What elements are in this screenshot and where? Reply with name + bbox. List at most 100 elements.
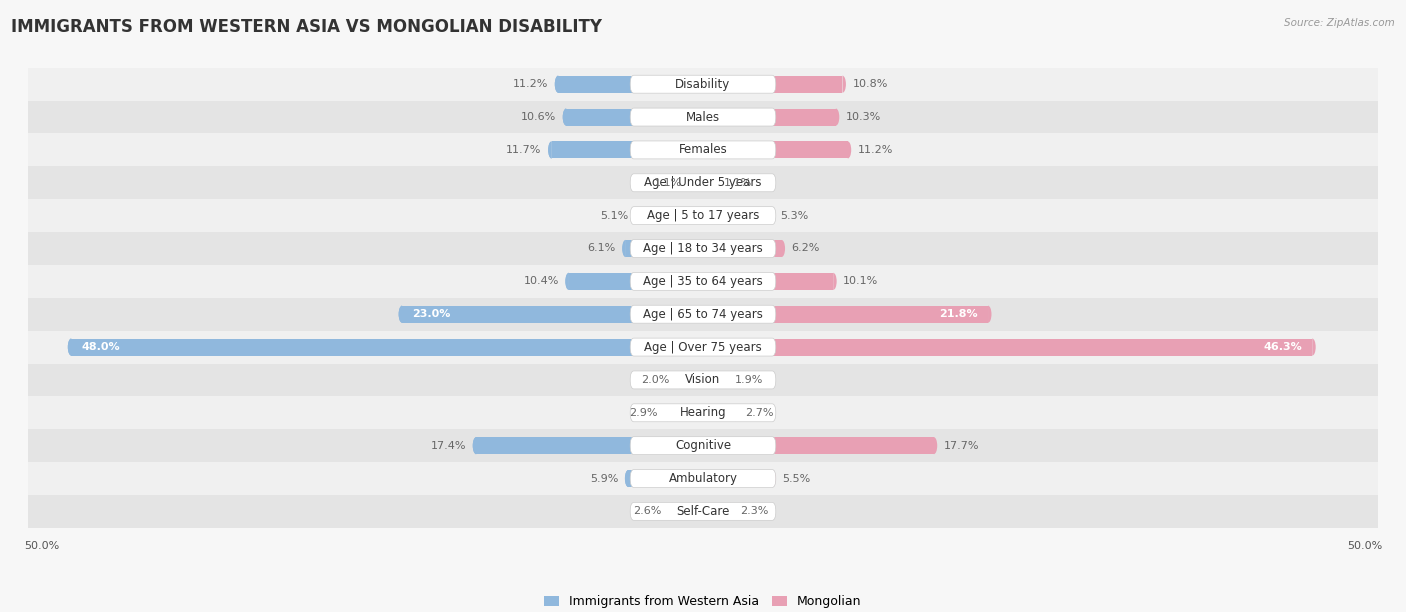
Text: 10.8%: 10.8% — [852, 79, 889, 89]
Wedge shape — [565, 273, 569, 290]
Bar — [628, 470, 703, 487]
Text: Age | 65 to 74 years: Age | 65 to 74 years — [643, 308, 763, 321]
Bar — [703, 338, 1312, 356]
Wedge shape — [988, 305, 991, 323]
Text: 23.0%: 23.0% — [412, 309, 450, 319]
Text: 11.2%: 11.2% — [858, 145, 893, 155]
Bar — [477, 437, 703, 454]
Wedge shape — [730, 503, 734, 520]
Bar — [15, 397, 1391, 429]
Wedge shape — [565, 273, 569, 290]
Text: Self-Care: Self-Care — [676, 505, 730, 518]
Wedge shape — [623, 240, 626, 257]
Bar — [569, 273, 703, 290]
FancyBboxPatch shape — [630, 404, 776, 422]
Bar — [15, 429, 1391, 462]
Text: 11.2%: 11.2% — [513, 79, 548, 89]
Wedge shape — [555, 76, 558, 93]
FancyBboxPatch shape — [630, 437, 776, 455]
Text: Source: ZipAtlas.com: Source: ZipAtlas.com — [1284, 18, 1395, 28]
Text: 2.6%: 2.6% — [634, 506, 662, 517]
Bar — [703, 371, 724, 389]
Text: 2.7%: 2.7% — [745, 408, 773, 418]
Bar — [692, 174, 703, 192]
Wedge shape — [472, 437, 477, 454]
Wedge shape — [848, 141, 851, 159]
Text: Vision: Vision — [685, 373, 721, 386]
Wedge shape — [772, 470, 776, 487]
Text: 10.6%: 10.6% — [520, 112, 557, 122]
Text: 10.1%: 10.1% — [844, 277, 879, 286]
Wedge shape — [834, 273, 837, 290]
Bar — [672, 503, 703, 520]
Wedge shape — [724, 371, 728, 389]
Text: IMMIGRANTS FROM WESTERN ASIA VS MONGOLIAN DISABILITY: IMMIGRANTS FROM WESTERN ASIA VS MONGOLIA… — [11, 18, 602, 36]
FancyBboxPatch shape — [630, 469, 776, 488]
Wedge shape — [735, 405, 738, 421]
Text: Age | 5 to 17 years: Age | 5 to 17 years — [647, 209, 759, 222]
Bar — [551, 141, 703, 159]
Bar — [15, 68, 1391, 100]
Wedge shape — [934, 437, 938, 454]
Wedge shape — [624, 470, 628, 487]
FancyBboxPatch shape — [630, 207, 776, 225]
Wedge shape — [782, 240, 785, 257]
Bar — [15, 462, 1391, 495]
Wedge shape — [623, 240, 626, 257]
Bar — [668, 405, 703, 421]
Bar — [703, 470, 772, 487]
Wedge shape — [689, 174, 692, 192]
Bar — [626, 240, 703, 257]
Text: 46.3%: 46.3% — [1264, 342, 1302, 352]
Text: Ambulatory: Ambulatory — [668, 472, 738, 485]
FancyBboxPatch shape — [630, 338, 776, 356]
Legend: Immigrants from Western Asia, Mongolian: Immigrants from Western Asia, Mongolian — [544, 595, 862, 608]
Bar — [558, 76, 703, 93]
FancyBboxPatch shape — [630, 141, 776, 159]
Bar — [72, 338, 703, 356]
FancyBboxPatch shape — [630, 174, 776, 192]
Bar — [703, 76, 842, 93]
Wedge shape — [562, 108, 567, 125]
Bar — [551, 141, 703, 159]
Text: 6.1%: 6.1% — [588, 244, 616, 253]
Wedge shape — [548, 141, 551, 159]
Bar — [402, 305, 703, 323]
Wedge shape — [548, 141, 551, 159]
Bar — [15, 298, 1391, 330]
Text: 50.0%: 50.0% — [24, 541, 59, 551]
Text: Males: Males — [686, 111, 720, 124]
Text: 11.7%: 11.7% — [506, 145, 541, 155]
Wedge shape — [636, 207, 638, 224]
Bar — [626, 240, 703, 257]
Bar — [567, 108, 703, 125]
FancyBboxPatch shape — [630, 371, 776, 389]
FancyBboxPatch shape — [630, 305, 776, 323]
Bar — [703, 405, 735, 421]
Bar — [15, 265, 1391, 298]
Wedge shape — [769, 207, 773, 224]
Bar — [703, 503, 730, 520]
Text: 1.1%: 1.1% — [654, 177, 682, 188]
Text: 2.9%: 2.9% — [630, 408, 658, 418]
Wedge shape — [676, 371, 681, 389]
Bar — [703, 273, 834, 290]
Wedge shape — [555, 76, 558, 93]
FancyBboxPatch shape — [630, 108, 776, 126]
Bar — [558, 76, 703, 93]
Bar — [15, 232, 1391, 265]
FancyBboxPatch shape — [630, 502, 776, 520]
Text: 17.7%: 17.7% — [943, 441, 980, 450]
Text: 2.3%: 2.3% — [740, 506, 769, 517]
FancyBboxPatch shape — [630, 75, 776, 93]
Text: 10.3%: 10.3% — [846, 112, 882, 122]
Text: 17.4%: 17.4% — [430, 441, 467, 450]
Bar — [477, 437, 703, 454]
Bar — [15, 100, 1391, 133]
Bar — [15, 133, 1391, 166]
Text: Age | 35 to 64 years: Age | 35 to 64 years — [643, 275, 763, 288]
Text: 48.0%: 48.0% — [82, 342, 120, 352]
Bar — [703, 108, 835, 125]
Wedge shape — [835, 108, 839, 125]
Text: 5.5%: 5.5% — [782, 474, 811, 483]
